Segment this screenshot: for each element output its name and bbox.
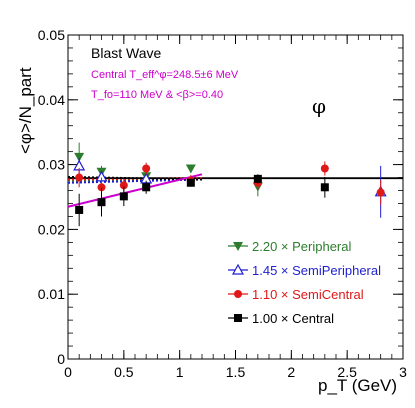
y-tick-label: 0.05 [38, 27, 65, 43]
y-tick-label: 0 [57, 351, 65, 367]
legend-label: 1.10 × SemiCentral [252, 287, 364, 302]
data-point [320, 183, 329, 192]
data-point [142, 183, 151, 192]
y-axis-label: <φ>/N_part [16, 67, 35, 154]
data-point [185, 164, 196, 174]
x-tick-label: 0 [64, 364, 72, 380]
data-point [320, 164, 329, 173]
x-tick-label: 2 [287, 364, 295, 380]
data-point [97, 198, 106, 207]
blast-wave-fit-line [67, 173, 203, 208]
legend-label: 1.00 × Central [252, 311, 334, 326]
model-annotation: Blast Wave [91, 45, 162, 61]
x-tick-label: 1 [176, 364, 184, 380]
data-point [186, 178, 195, 187]
x-tick-label: 2.5 [337, 364, 357, 380]
y-tick-label: 0.01 [38, 286, 65, 302]
data-point [75, 173, 84, 182]
data-point [97, 183, 106, 192]
legend-marker [234, 290, 242, 298]
y-tick-label: 0.04 [38, 92, 65, 108]
data-point [119, 192, 128, 201]
legend-marker [231, 263, 245, 275]
data-point [376, 188, 385, 197]
y-tick-label: 0.02 [38, 221, 65, 237]
legend-marker [233, 242, 243, 251]
teff-annotation: Central T_eff^φ=248.5±6 MeV [91, 69, 239, 81]
x-axis-title: p_T (GeV) [318, 376, 397, 396]
x-tick-label: 1.5 [226, 364, 246, 380]
x-tick-label: 0.5 [114, 364, 134, 380]
data-point [142, 164, 151, 173]
data-point [253, 174, 262, 183]
y-tick-label: 0.03 [38, 157, 65, 173]
tfo-annotation: T_fo=110 MeV & <β>=0.40 [91, 89, 224, 101]
data-point [75, 205, 84, 214]
x-axis-label: p_T (GeV) [318, 376, 398, 395]
data-point [74, 152, 85, 162]
x-tick-label: 3 [399, 364, 407, 380]
particle-label: φ [312, 94, 327, 118]
y-axis-title: <φ>/N_part [4, 44, 44, 154]
legend-label: 2.20 × Peripheral [252, 239, 351, 254]
legend-marker [234, 314, 242, 322]
legend-label: 1.45 × SemiPeripheral [252, 263, 381, 278]
data-point [119, 181, 128, 190]
plot-frame [67, 34, 404, 360]
